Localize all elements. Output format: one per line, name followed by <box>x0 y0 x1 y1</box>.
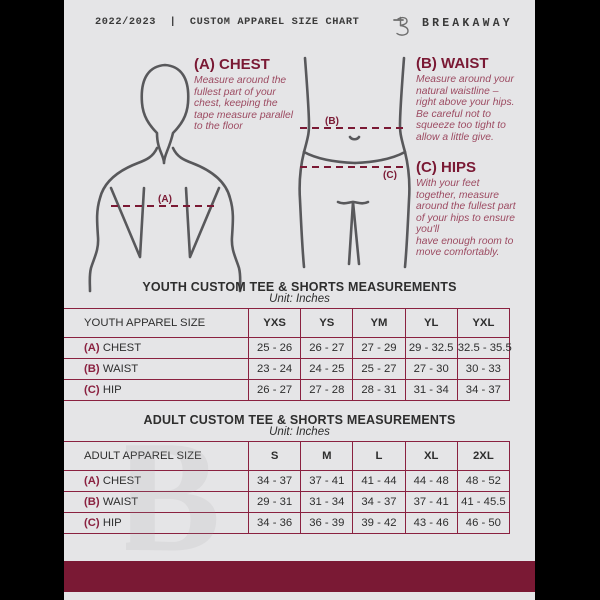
svg-text:(C): (C) <box>383 170 397 181</box>
svg-text:(B): (B) <box>325 116 339 127</box>
